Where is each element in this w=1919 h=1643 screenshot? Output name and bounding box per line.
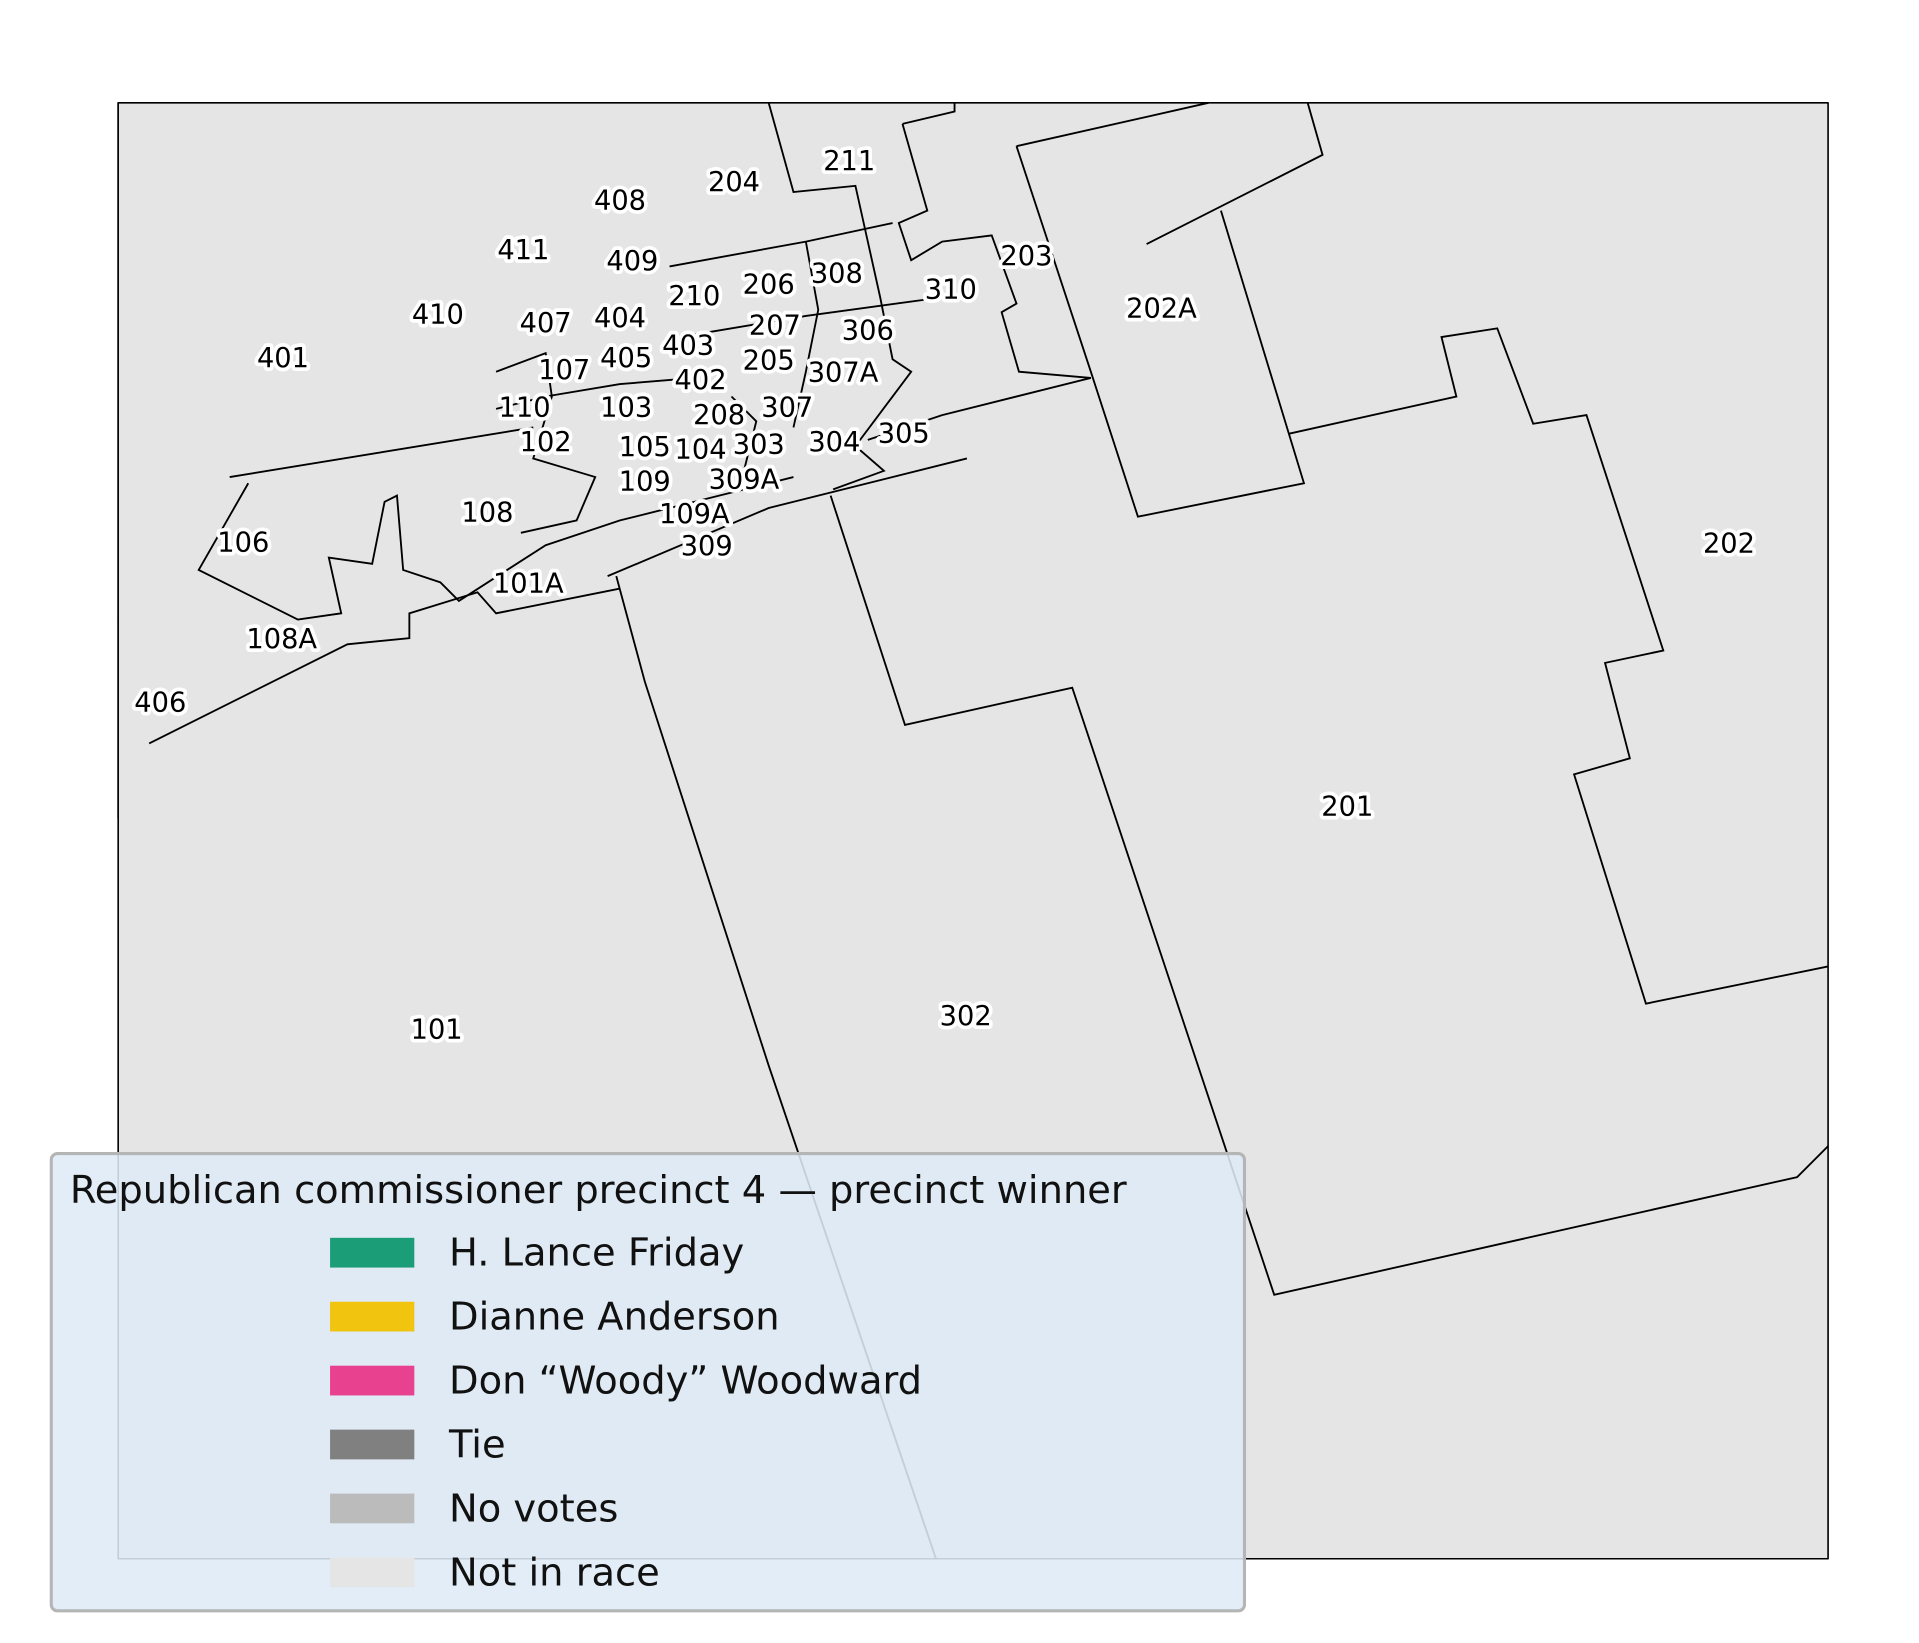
precinct-label-202: 202	[1703, 529, 1755, 560]
precinct-label-108A: 108A	[246, 624, 317, 655]
legend-item-label: Not in race	[449, 1550, 660, 1595]
precinct-border	[1015, 145, 1306, 518]
legend-item-label: Dianne Anderson	[449, 1295, 780, 1340]
legend-swatch	[330, 1365, 415, 1396]
precinct-label-108: 108	[461, 498, 513, 529]
precinct-label-109: 109	[619, 467, 671, 498]
precinct-label-306: 306	[842, 316, 894, 347]
precinct-border	[607, 457, 968, 578]
precinct-border	[792, 241, 820, 428]
precinct-label-101A: 101A	[493, 568, 564, 599]
precinct-label-410: 410	[412, 299, 464, 330]
precinct-label-302: 302	[940, 1001, 992, 1032]
precinct-label-411: 411	[497, 235, 549, 266]
precinct-border	[897, 123, 1091, 379]
precinct-label-404: 404	[594, 303, 646, 334]
precinct-label-110: 110	[499, 392, 551, 423]
precinct-border	[730, 395, 758, 472]
precinct-label-403: 403	[662, 330, 714, 361]
precinct-label-405: 405	[600, 343, 652, 374]
precinct-border	[495, 351, 597, 534]
legend-swatch	[330, 1429, 415, 1460]
legend-item-label: Tie	[448, 1422, 506, 1467]
precinct-label-104: 104	[675, 435, 727, 466]
precinct-label-103: 103	[600, 392, 652, 423]
precinct-border	[1146, 102, 1324, 245]
precinct-label-402: 402	[675, 365, 727, 396]
precinct-label-202A: 202A	[1126, 293, 1197, 324]
precinct-borders	[148, 101, 1829, 1560]
precinct-border	[1288, 327, 1829, 1005]
precinct-label-201: 201	[1321, 791, 1373, 822]
legend-item-label: No votes	[449, 1486, 618, 1531]
precinct-labels: 401 408 411 409 410 407 404 403 405 402 406 204 211 2…	[131, 142, 1759, 1049]
precinct-label-203: 203	[1000, 241, 1052, 272]
precinct-border	[148, 587, 621, 745]
precinct-label-309: 309	[681, 531, 733, 562]
precinct-label-204: 204	[708, 167, 760, 198]
precinct-label-407: 407	[520, 308, 572, 339]
precinct-label-307: 307	[761, 392, 813, 423]
precinct-border	[495, 376, 695, 410]
precinct-label-207: 207	[749, 311, 801, 342]
precinct-label-101: 101	[411, 1014, 463, 1045]
precinct-label-206: 206	[743, 270, 795, 301]
legend-swatch	[330, 1237, 415, 1268]
precinct-label-304: 304	[808, 427, 860, 458]
precinct-border	[1016, 101, 1209, 148]
precinct-label-309A: 309A	[709, 464, 780, 495]
precinct-label-210: 210	[668, 281, 720, 312]
precinct-label-303: 303	[733, 430, 785, 461]
precinct-label-208: 208	[693, 400, 745, 431]
precinct-label-107: 107	[538, 355, 590, 386]
precinct-label-205: 205	[743, 345, 795, 376]
precinct-label-307A: 307A	[808, 358, 879, 389]
legend-swatch	[330, 1557, 415, 1588]
precinct-label-409: 409	[606, 246, 658, 277]
precinct-label-401: 401	[257, 343, 309, 374]
legend-title: Republican commissioner precinct 4 — pre…	[70, 1168, 1127, 1213]
precinct-label-211: 211	[823, 146, 875, 177]
precinct-label-106: 106	[217, 527, 269, 558]
legend: Republican commissioner precinct 4 — pre…	[49, 1152, 1247, 1613]
precinct-label-109A: 109A	[659, 499, 730, 530]
legend-item-label: Don “Woody” Woodward	[449, 1359, 922, 1404]
precinct-border	[829, 495, 1829, 1296]
legend-items: H. Lance Friday Dianne Anderson Don “Woody…	[330, 1231, 922, 1595]
legend-item-label: H. Lance Friday	[449, 1231, 744, 1276]
precinct-border	[767, 102, 913, 491]
precinct-border	[902, 102, 956, 125]
legend-swatch	[330, 1493, 415, 1524]
precinct-border	[197, 476, 794, 621]
precinct-label-308: 308	[811, 259, 863, 290]
legend-swatch	[330, 1301, 415, 1332]
precinct-label-408: 408	[594, 185, 646, 216]
precinct-label-305: 305	[878, 418, 930, 449]
precinct-border	[694, 296, 943, 336]
precinct-border	[229, 426, 534, 478]
precinct-border	[867, 377, 1092, 441]
precinct-label-310: 310	[925, 275, 977, 306]
precinct-label-406: 406	[134, 687, 186, 718]
precinct-label-102: 102	[520, 427, 572, 458]
precinct-label-105: 105	[619, 432, 671, 463]
